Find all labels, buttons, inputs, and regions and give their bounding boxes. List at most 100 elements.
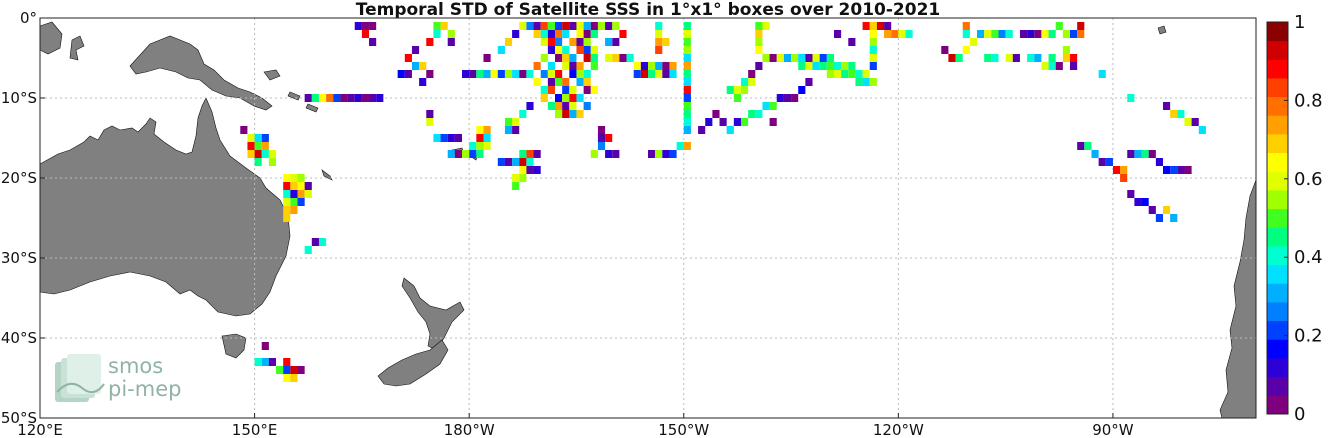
- heatmap-cell: [762, 102, 770, 110]
- heatmap-cell: [433, 30, 441, 38]
- heatmap-cell: [1170, 166, 1178, 174]
- heatmap-cell: [526, 102, 534, 110]
- heatmap-cell: [769, 118, 777, 126]
- heatmap-cell: [254, 358, 262, 366]
- heatmap-cell: [555, 94, 563, 102]
- heatmap-cell: [526, 22, 534, 30]
- heatmap-cell: [361, 22, 370, 30]
- x-tick-label: 150°E: [232, 421, 278, 438]
- heatmap-cell: [762, 54, 770, 62]
- heatmap-cell: [683, 118, 691, 126]
- heatmap-cell: [769, 54, 777, 62]
- heatmap-cell: [519, 150, 527, 158]
- heatmap-cell: [683, 38, 691, 46]
- heatmap-cell: [862, 78, 870, 86]
- heatmap-cell: [597, 142, 606, 150]
- heatmap-cell: [826, 62, 834, 70]
- heatmap-cell: [576, 38, 584, 46]
- heatmap-cell: [1034, 30, 1042, 38]
- heatmap-cell: [426, 70, 434, 78]
- heatmap-cell: [869, 46, 877, 54]
- heatmap-cell: [304, 246, 312, 254]
- heatmap-cell: [569, 22, 577, 30]
- heatmap-cell: [447, 150, 455, 158]
- heatmap-cell: [569, 70, 577, 78]
- heatmap-cell: [562, 110, 570, 118]
- colorbar-segment: [1267, 152, 1288, 172]
- heatmap-cell: [540, 38, 548, 46]
- heatmap-cell: [683, 62, 691, 70]
- heatmap-cell: [841, 62, 849, 70]
- heatmap-cell: [297, 190, 305, 198]
- heatmap-cell: [1191, 118, 1199, 126]
- heatmap-cell: [426, 118, 434, 126]
- heatmap-cell: [841, 70, 849, 78]
- colorbar-segment: [1267, 227, 1288, 247]
- heatmap-cell: [254, 158, 262, 166]
- heatmap-cell: [977, 30, 985, 38]
- heatmap-cell: [655, 38, 663, 46]
- heatmap-cell: [683, 102, 691, 110]
- new-zealand-north-island: [401, 277, 465, 351]
- heatmap-cell: [1134, 150, 1142, 158]
- heatmap-cell: [1170, 214, 1178, 222]
- heatmap-cell: [1077, 142, 1085, 150]
- heatmap-cell: [969, 38, 978, 46]
- heatmap-cell: [876, 22, 885, 30]
- heatmap-cell: [462, 70, 470, 78]
- heatmap-cell: [1141, 150, 1149, 158]
- heatmap-cell: [1098, 158, 1106, 166]
- heatmap-cell: [991, 54, 999, 62]
- colorbar-tick-label: 0.4: [1294, 247, 1323, 268]
- heatmap-cell: [812, 54, 820, 62]
- y-tick-label: 20°S: [1, 169, 37, 187]
- heatmap-cell: [555, 78, 563, 86]
- heatmap-cell: [1077, 22, 1085, 30]
- colorbar-segment: [1267, 302, 1288, 322]
- heatmap-cell: [1141, 198, 1149, 206]
- heatmap-cell: [404, 70, 412, 78]
- heatmap-cell: [590, 54, 598, 62]
- heatmap-cell: [555, 54, 563, 62]
- heatmap-cell: [547, 78, 556, 86]
- heatmap-cell: [1127, 190, 1135, 198]
- heatmap-cell: [698, 126, 706, 134]
- heatmap-cell: [662, 70, 670, 78]
- heatmap-cell: [354, 94, 362, 102]
- heatmap-cell: [547, 30, 556, 38]
- heatmap-cell: [247, 134, 255, 142]
- heatmap-cell: [361, 30, 370, 38]
- heatmap-cell: [862, 22, 870, 30]
- heatmap-cell: [740, 86, 749, 94]
- heatmap-cell: [469, 150, 477, 158]
- heatmap-cell: [576, 22, 584, 30]
- heatmap-cell: [805, 54, 813, 62]
- heatmap-cell: [254, 134, 262, 142]
- colorbar-segment: [1267, 246, 1288, 266]
- y-tick-label: 10°S: [1, 89, 37, 107]
- heatmap-cell: [755, 62, 763, 70]
- colorbar-segment: [1267, 264, 1288, 284]
- heatmap-cell: [576, 70, 584, 78]
- heatmap-cell: [583, 38, 591, 46]
- heatmap-cell: [304, 182, 312, 190]
- heatmap-cell: [426, 110, 434, 118]
- map-title: Temporal STD of Satellite SSS in 1°x1° b…: [355, 0, 941, 20]
- heatmap-cell: [283, 374, 291, 382]
- logo-sheet-3: [67, 354, 101, 394]
- heatmap-cells: [240, 22, 1206, 382]
- heatmap-cell: [519, 110, 527, 118]
- heatmap-cell: [569, 102, 577, 110]
- heatmap-cell: [783, 94, 792, 102]
- heatmap-cell: [547, 38, 556, 46]
- heatmap-cell: [1098, 70, 1106, 78]
- colorbar-segment: [1267, 59, 1288, 79]
- heatmap-cell: [569, 94, 577, 102]
- heatmap-cell: [633, 70, 641, 78]
- heatmap-cell: [869, 22, 877, 30]
- heatmap-cell: [526, 70, 534, 78]
- axis-ticks: 120°E 150°E 180°W 150°W 120°W 90°W 0° 10°S 20°S 3…: [1, 9, 1134, 438]
- heatmap-cell: [1127, 150, 1135, 158]
- y-tick-label: 50°S: [1, 409, 37, 427]
- heatmap-cell: [855, 78, 863, 86]
